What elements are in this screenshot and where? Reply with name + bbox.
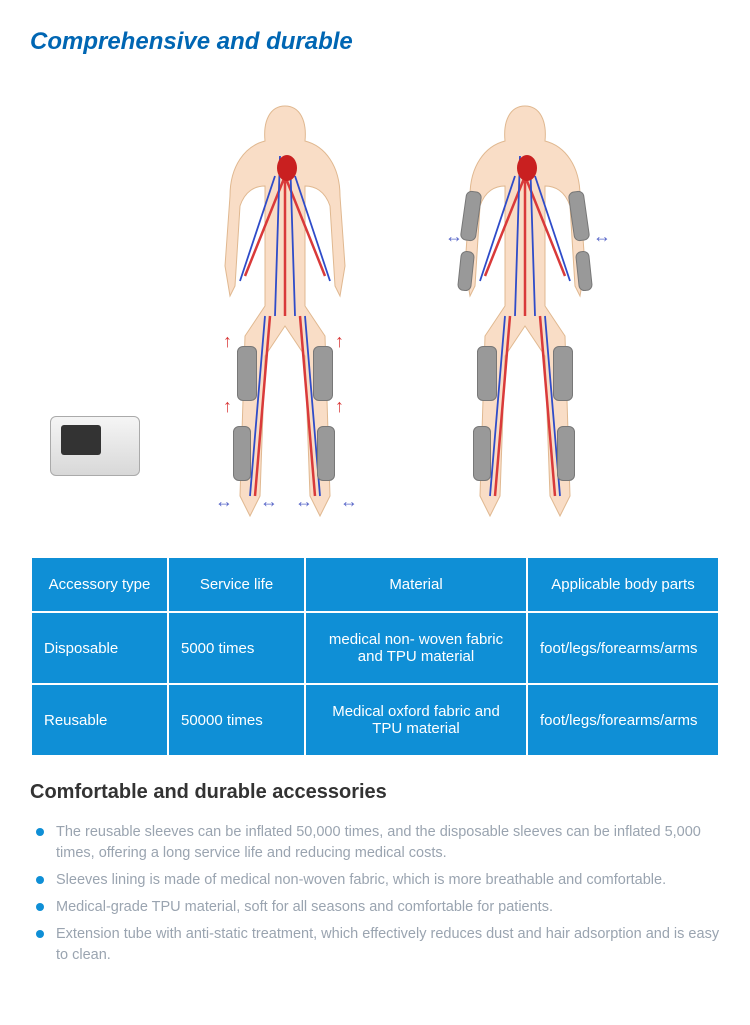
th-accessory-type: Accessory type — [32, 558, 167, 611]
subtitle: Comfortable and durable accessories — [30, 781, 720, 804]
bullet-item: Medical-grade TPU material, soft for all… — [36, 897, 720, 918]
th-material: Material — [306, 558, 526, 611]
cell-type-2: Reusable — [32, 685, 167, 755]
bullet-item: Extension tube with anti-static treatmen… — [36, 924, 720, 966]
cell-material-1: medical non- woven fabric and TPU materi… — [306, 613, 526, 683]
cell-parts-2: foot/legs/forearms/arms — [528, 685, 718, 755]
cell-life-2: 50000 times — [169, 685, 304, 755]
cell-type-1: Disposable — [32, 613, 167, 683]
bullet-item: Sleeves lining is made of medical non-wo… — [36, 870, 720, 891]
cell-material-2: Medical oxford fabric and TPU material — [306, 685, 526, 755]
body-figure-left: ↑ ↑ ↑ ↑ ↔ ↔ ↔ ↔ — [175, 96, 395, 526]
bullet-list: The reusable sleeves can be inflated 50,… — [30, 822, 720, 966]
body-figure-right: ↔ ↔ — [415, 96, 635, 526]
anatomy-svg-right — [415, 96, 635, 526]
spec-table: Accessory type Service life Material App… — [30, 556, 720, 757]
cell-life-1: 5000 times — [169, 613, 304, 683]
page-title: Comprehensive and durable — [30, 28, 720, 56]
table-row: Reusable 50000 times Medical oxford fabr… — [32, 685, 718, 755]
table-header-row: Accessory type Service life Material App… — [32, 558, 718, 611]
anatomy-diagram: ↑ ↑ ↑ ↑ ↔ ↔ ↔ ↔ ↔ ↔ — [30, 76, 720, 526]
th-body-parts: Applicable body parts — [528, 558, 718, 611]
anatomy-svg-left — [175, 96, 395, 526]
device-illustration — [50, 416, 140, 476]
th-service-life: Service life — [169, 558, 304, 611]
bullet-item: The reusable sleeves can be inflated 50,… — [36, 822, 720, 864]
cell-parts-1: foot/legs/forearms/arms — [528, 613, 718, 683]
table-row: Disposable 5000 times medical non- woven… — [32, 613, 718, 683]
